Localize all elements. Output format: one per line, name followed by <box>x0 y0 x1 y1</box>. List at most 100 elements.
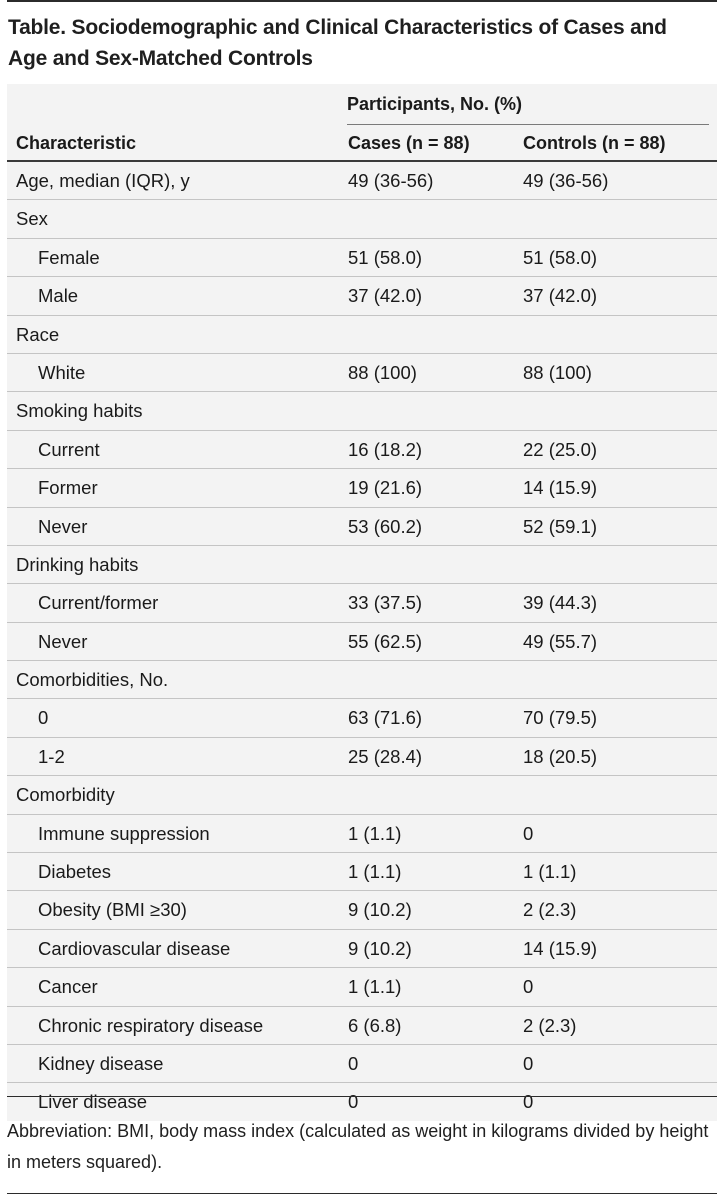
table-bottom-rule <box>7 1096 717 1097</box>
table-row: Female 51 (58.0) 51 (58.0) <box>7 239 717 278</box>
table-header: Participants, No. (%) Characteristic Cas… <box>7 84 717 162</box>
table-row: Never 55 (62.5) 49 (55.7) <box>7 623 717 662</box>
characteristic-column-header: Characteristic <box>16 133 137 153</box>
bottom-rule <box>7 1193 717 1194</box>
data-table: Participants, No. (%) Characteristic Cas… <box>7 84 717 1122</box>
row-label: Race <box>16 323 60 345</box>
controls-value: 0 <box>523 976 534 998</box>
row-label: 0 <box>38 707 49 729</box>
table-row: 1-2 25 (28.4) 18 (20.5) <box>7 738 717 777</box>
controls-value: 49 (55.7) <box>523 630 598 652</box>
table-title: Table. Sociodemographic and Clinical Cha… <box>8 16 667 70</box>
cases-column-header: Cases (n = 88) <box>348 133 470 153</box>
controls-value: 0 <box>523 1091 534 1113</box>
row-label: White <box>38 361 86 383</box>
cases-value: 16 (18.2) <box>348 438 423 460</box>
row-label: Never <box>38 515 88 537</box>
row-label: Cancer <box>38 976 98 998</box>
controls-value: 0 <box>523 1052 534 1074</box>
cases-value: 25 (28.4) <box>348 745 423 767</box>
controls-value: 14 (15.9) <box>523 477 598 499</box>
controls-value: 37 (42.0) <box>523 285 598 307</box>
cases-value: 37 (42.0) <box>348 285 423 307</box>
table-row: Obesity (BMI ≥30) 9 (10.2) 2 (2.3) <box>7 891 717 930</box>
row-label: Liver disease <box>38 1091 148 1113</box>
controls-value: 70 (79.5) <box>523 707 598 729</box>
table-row: Current 16 (18.2) 22 (25.0) <box>7 431 717 470</box>
cases-value: 53 (60.2) <box>348 515 423 537</box>
cases-value: 1 (1.1) <box>348 861 402 883</box>
table-row: Comorbidity <box>7 776 717 815</box>
cases-value: 55 (62.5) <box>348 630 423 652</box>
span-header-rule <box>347 124 709 125</box>
table-row: Diabetes 1 (1.1) 1 (1.1) <box>7 853 717 892</box>
table-row: White 88 (100) 88 (100) <box>7 354 717 393</box>
controls-value: 49 (36-56) <box>523 170 609 191</box>
table-row: Race <box>7 316 717 354</box>
row-label: Current <box>38 438 100 460</box>
controls-column-header: Controls (n = 88) <box>523 133 666 153</box>
table-row: Kidney disease 0 0 <box>7 1045 717 1084</box>
table-row: Cancer 1 (1.1) 0 <box>7 968 717 1007</box>
cases-value: 51 (58.0) <box>348 246 423 268</box>
row-label: Never <box>38 630 88 652</box>
row-label: Age, median (IQR), y <box>16 170 190 191</box>
controls-value: 0 <box>523 822 534 844</box>
row-label: Current/former <box>38 592 159 614</box>
controls-value: 1 (1.1) <box>523 861 577 883</box>
cases-value: 19 (21.6) <box>348 477 423 499</box>
table-footnote: Abbreviation: BMI, body mass index (calc… <box>7 1121 709 1172</box>
row-label: 1-2 <box>38 745 65 767</box>
table-row: Age, median (IQR), y 49 (36-56) 49 (36-56) <box>7 162 717 201</box>
row-label: Female <box>38 246 100 268</box>
cases-value: 49 (36-56) <box>348 170 434 191</box>
row-label: Diabetes <box>38 861 112 883</box>
row-label: Comorbidities, No. <box>16 669 169 691</box>
controls-value: 14 (15.9) <box>523 937 598 959</box>
document-page: Table. Sociodemographic and Clinical Cha… <box>7 0 717 1200</box>
table-row: Sex <box>7 200 717 239</box>
cases-value: 33 (37.5) <box>348 592 423 614</box>
cases-value: 0 <box>348 1052 359 1074</box>
table-body: Age, median (IQR), y 49 (36-56) 49 (36-56)… <box>7 162 717 1121</box>
table-row: Never 53 (60.2) 52 (59.1) <box>7 508 717 546</box>
controls-value: 22 (25.0) <box>523 438 598 460</box>
cases-value: 6 (6.8) <box>348 1014 402 1036</box>
table-row: Male 37 (42.0) 37 (42.0) <box>7 277 717 316</box>
row-label: Kidney disease <box>38 1052 164 1074</box>
table-row: Current/former 33 (37.5) 39 (44.3) <box>7 584 717 623</box>
controls-value: 2 (2.3) <box>523 1014 577 1036</box>
cases-value: 63 (71.6) <box>348 707 423 729</box>
row-label: Chronic respiratory disease <box>38 1014 264 1036</box>
top-rule <box>7 0 717 2</box>
cases-value: 9 (10.2) <box>348 899 412 921</box>
row-label: Immune suppression <box>38 822 210 844</box>
controls-value: 18 (20.5) <box>523 745 598 767</box>
table-row: Chronic respiratory disease 6 (6.8) 2 (2.3… <box>7 1007 717 1045</box>
cases-value: 0 <box>348 1091 359 1113</box>
table-row: Immune suppression 1 (1.1) 0 <box>7 815 717 854</box>
controls-value: 88 (100) <box>523 361 592 383</box>
controls-value: 39 (44.3) <box>523 592 598 614</box>
row-label: Drinking habits <box>16 553 139 575</box>
table-row: Cardiovascular disease 9 (10.2) 14 (15.9) <box>7 930 717 969</box>
table-row: Smoking habits <box>7 392 717 431</box>
row-label: Former <box>38 477 98 499</box>
table-row: Drinking habits <box>7 546 717 585</box>
row-label: Comorbidity <box>16 784 115 806</box>
row-label: Male <box>38 285 79 307</box>
row-label: Smoking habits <box>16 400 143 422</box>
cases-value: 1 (1.1) <box>348 822 402 844</box>
row-label: Cardiovascular disease <box>38 937 231 959</box>
controls-value: 2 (2.3) <box>523 899 577 921</box>
table-row: Former 19 (21.6) 14 (15.9) <box>7 469 717 508</box>
cases-value: 1 (1.1) <box>348 976 402 998</box>
table-row: Comorbidities, No. <box>7 661 717 700</box>
row-label: Sex <box>16 208 48 230</box>
cases-value: 9 (10.2) <box>348 937 412 959</box>
table-row: 0 63 (71.6) 70 (79.5) <box>7 699 717 738</box>
controls-value: 51 (58.0) <box>523 246 598 268</box>
controls-value: 52 (59.1) <box>523 515 598 537</box>
row-label: Obesity (BMI ≥30) <box>38 899 187 921</box>
participants-span-header: Participants, No. (%) <box>347 94 523 114</box>
